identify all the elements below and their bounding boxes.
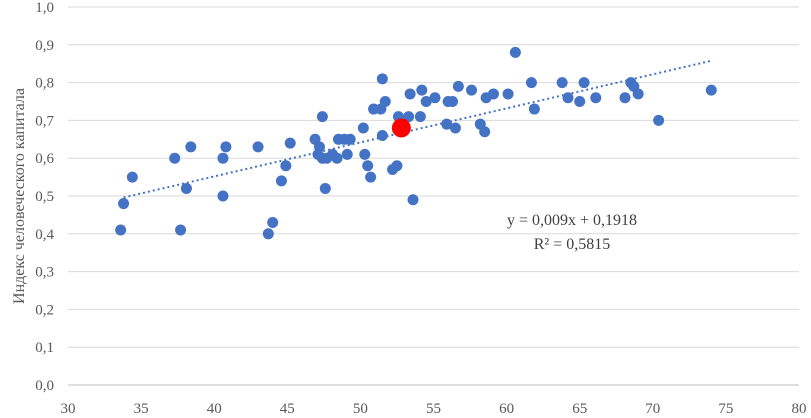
data-point xyxy=(331,152,343,164)
data-point xyxy=(525,77,537,89)
data-points xyxy=(115,46,717,240)
data-point xyxy=(574,96,586,107)
x-tick-label: 75 xyxy=(718,401,733,417)
x-tick-label: 40 xyxy=(207,401,222,417)
data-point xyxy=(414,111,426,123)
data-point xyxy=(416,84,428,96)
data-point xyxy=(362,160,374,172)
data-point xyxy=(391,160,403,172)
data-point xyxy=(379,96,391,107)
data-point xyxy=(590,92,602,104)
y-tick-label: 0,0 xyxy=(35,378,54,394)
y-axis-tick-labels: 0,0 0,1 0,2 0,3 0,4 0,5 0,6 0,7 0,8 0,9 1,0 xyxy=(35,0,54,394)
data-point xyxy=(403,111,415,123)
y-tick-label: 0,3 xyxy=(35,265,54,281)
data-point xyxy=(359,148,371,160)
highlighted-data-point xyxy=(391,118,411,138)
data-point xyxy=(528,103,540,115)
data-point xyxy=(217,152,229,164)
data-point xyxy=(262,228,274,240)
data-point xyxy=(376,73,388,85)
data-point xyxy=(220,141,232,153)
x-tick-label: 50 xyxy=(353,401,368,417)
y-tick-label: 0,2 xyxy=(35,302,54,318)
data-point xyxy=(115,224,127,236)
data-point xyxy=(447,96,459,107)
gridlines xyxy=(68,6,799,348)
data-point xyxy=(341,148,353,160)
data-point xyxy=(185,141,197,153)
data-point xyxy=(632,88,644,100)
data-point xyxy=(316,111,328,123)
data-point xyxy=(319,182,331,194)
x-tick-label: 70 xyxy=(645,401,660,417)
data-point xyxy=(466,84,478,96)
y-tick-label: 0,5 xyxy=(35,189,54,205)
x-tick-label: 35 xyxy=(134,401,149,417)
data-point xyxy=(502,88,514,100)
data-point xyxy=(180,182,192,194)
data-point xyxy=(653,114,665,126)
data-point xyxy=(509,46,521,58)
data-point xyxy=(365,171,377,183)
data-point xyxy=(452,80,464,92)
data-point xyxy=(252,141,264,153)
x-tick-label: 55 xyxy=(426,401,441,417)
data-point xyxy=(376,130,388,142)
data-point xyxy=(441,118,453,130)
y-tick-label: 1,0 xyxy=(35,0,54,16)
data-point xyxy=(705,84,717,96)
data-point xyxy=(487,88,499,100)
data-point xyxy=(449,122,461,134)
data-point xyxy=(407,194,419,206)
data-point xyxy=(118,198,130,210)
regression-equation: y = 0,009x + 0,1918 xyxy=(507,212,637,229)
data-point xyxy=(280,160,292,172)
x-tick-label: 30 xyxy=(61,401,76,417)
data-point xyxy=(169,152,181,164)
y-tick-label: 0,4 xyxy=(35,227,54,243)
data-point xyxy=(619,92,631,104)
x-tick-label: 65 xyxy=(572,401,587,417)
x-axis-tick-labels: 30 35 40 45 50 55 60 65 70 75 80 xyxy=(61,401,807,417)
data-point xyxy=(313,141,325,153)
y-axis-title: Индекс человеческого капитала xyxy=(11,88,28,304)
x-tick-label: 45 xyxy=(280,401,295,417)
r-squared-label: R² = 0,5815 xyxy=(534,236,611,253)
data-point xyxy=(479,126,491,138)
y-tick-label: 0,7 xyxy=(35,113,54,129)
data-point xyxy=(217,190,229,202)
data-point xyxy=(175,224,187,236)
data-point xyxy=(429,92,441,104)
data-point xyxy=(578,77,590,89)
data-point xyxy=(275,175,287,187)
data-point xyxy=(556,77,568,89)
data-point xyxy=(357,122,369,134)
y-tick-label: 0,1 xyxy=(35,340,54,356)
data-point xyxy=(267,216,279,228)
y-tick-label: 0,9 xyxy=(35,38,54,54)
data-point xyxy=(404,88,416,100)
x-tick-label: 80 xyxy=(792,401,807,417)
y-tick-label: 0,6 xyxy=(35,151,54,167)
data-point xyxy=(126,171,138,183)
data-point xyxy=(420,96,432,107)
y-tick-label: 0,8 xyxy=(35,76,54,92)
x-tick-label: 60 xyxy=(499,401,514,417)
trendline xyxy=(123,59,712,199)
data-point xyxy=(562,92,574,104)
data-point xyxy=(344,133,356,145)
data-point xyxy=(284,137,296,149)
